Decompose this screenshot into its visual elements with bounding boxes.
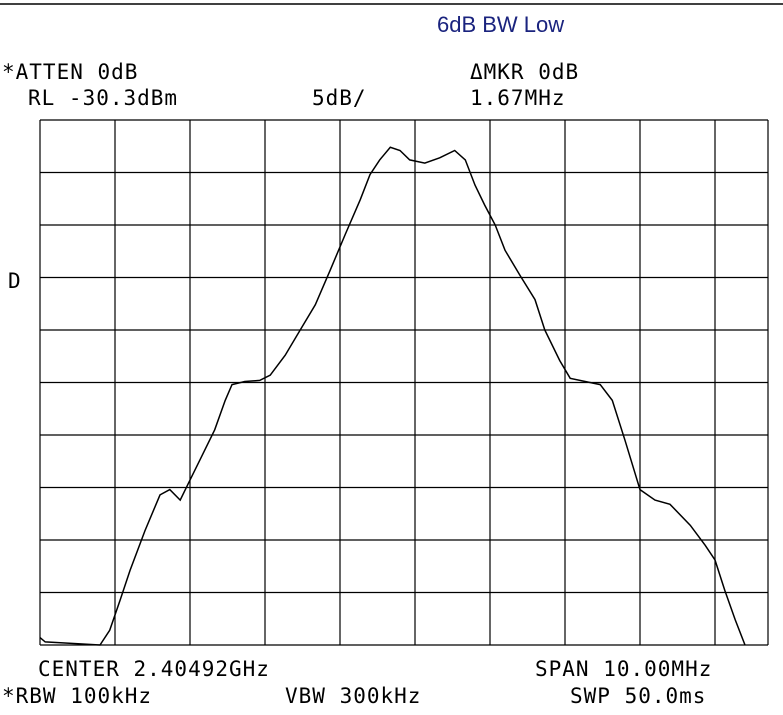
scale-label: 5dB/ (312, 86, 367, 110)
vbw: VBW 300kHz (285, 684, 421, 708)
trace (39, 146, 746, 646)
span: SPAN 10.00MHz (535, 657, 712, 681)
atten-label: *ATTEN 0dB (2, 60, 138, 84)
chart-title: 6dB BW Low (437, 12, 564, 37)
sweep: SWP 50.0ms (570, 684, 706, 708)
marker-label: ΔMKR 0dB (470, 60, 579, 84)
ref-level: RL -30.3dBm (28, 86, 178, 110)
center-freq: CENTER 2.40492GHz (38, 657, 270, 681)
detector-label: D (8, 269, 22, 293)
marker-freq: 1.67MHz (470, 86, 566, 110)
rbw: *RBW 100kHz (2, 684, 152, 708)
